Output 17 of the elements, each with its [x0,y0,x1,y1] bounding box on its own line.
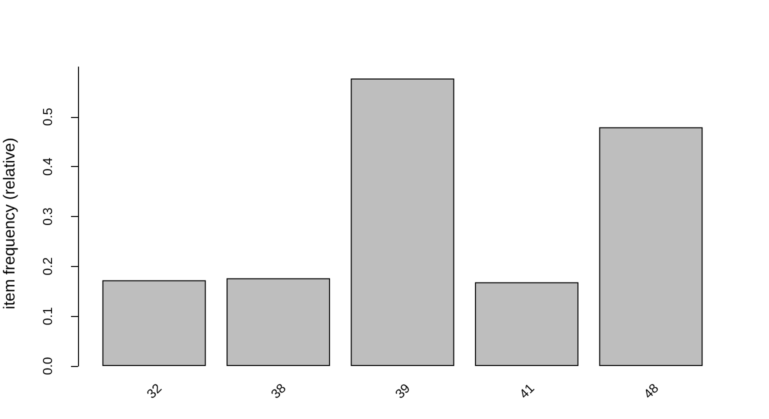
y-tick-label: 0.3 [40,207,55,226]
bar [599,127,703,366]
y-tick-label: 0.5 [40,108,55,126]
y-tick-label: 0.1 [40,307,55,326]
y-tick-label: 0.4 [40,158,55,176]
bar [226,278,330,366]
x-tick-label: 38 [268,380,289,402]
bar [102,280,206,366]
x-tick-label: 41 [516,380,538,402]
x-tick-label: 32 [144,380,165,402]
y-tick-label: 0.2 [40,257,55,276]
x-tick-label: 39 [392,380,413,402]
x-tick-label: 48 [640,380,662,402]
y-axis-title: item frequency (relative) [2,138,18,310]
bar [474,282,578,366]
bar [350,78,454,366]
y-tick-label: 0.0 [40,356,55,376]
